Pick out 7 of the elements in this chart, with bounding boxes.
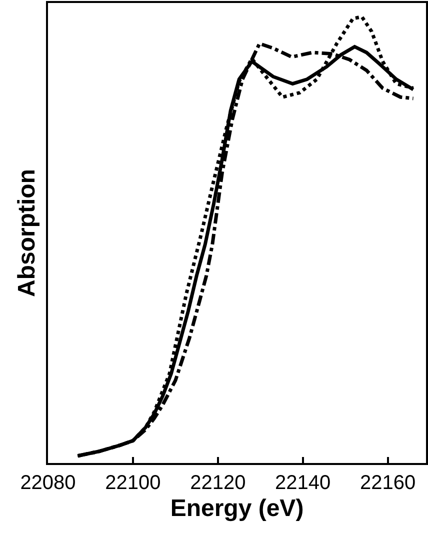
- y-axis-title: Absorption: [14, 169, 41, 297]
- x-tick-label: 22100: [105, 472, 161, 494]
- x-tick-label: 22120: [190, 472, 246, 494]
- x-tick-label: 22140: [275, 472, 331, 494]
- x-tick-label: 22160: [360, 472, 416, 494]
- x-tick-label: 22080: [20, 472, 76, 494]
- x-axis-title: Energy (eV): [170, 494, 304, 522]
